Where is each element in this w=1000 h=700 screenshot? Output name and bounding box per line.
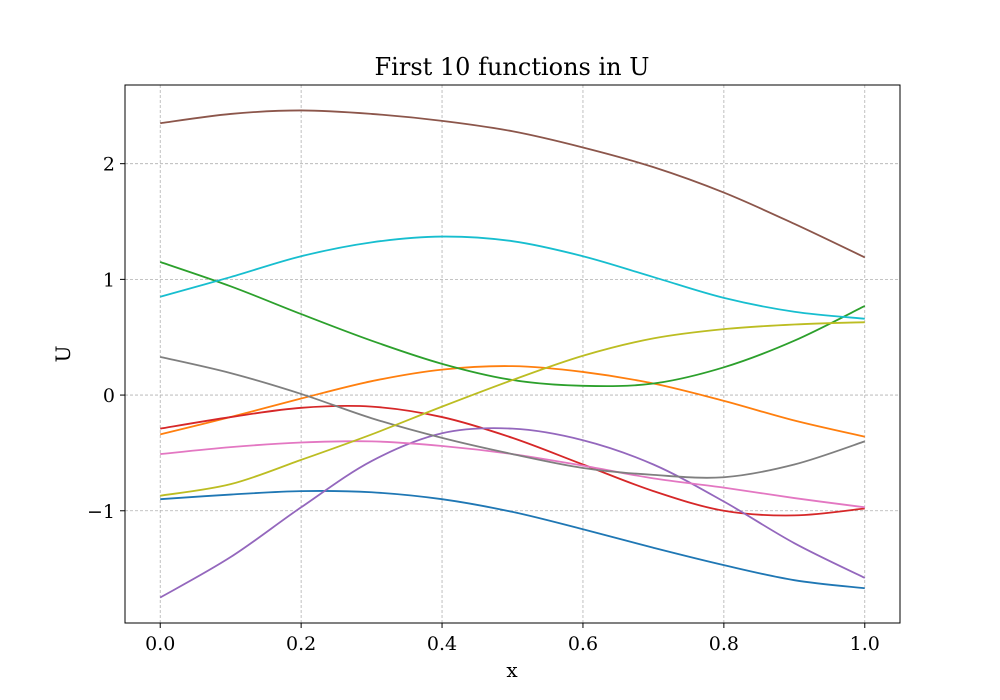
x-tick-label: 0.0 xyxy=(145,633,175,655)
series-line-6 xyxy=(160,109,866,259)
x-axis-label: x xyxy=(506,658,518,682)
y-axis-label: U xyxy=(51,346,75,363)
series-line-7 xyxy=(160,440,865,509)
series-line-2 xyxy=(160,365,865,438)
y-tick-label: 2 xyxy=(103,154,115,176)
y-tick-label: 0 xyxy=(103,385,115,407)
series-line-9 xyxy=(160,321,865,497)
x-tick-label: 0.8 xyxy=(709,633,739,655)
series-line-5 xyxy=(159,427,866,599)
x-tick-label: 0.2 xyxy=(286,633,316,655)
plot-frame xyxy=(124,84,901,624)
x-tick-label: 0.6 xyxy=(568,633,598,655)
chart-title: First 10 functions in U xyxy=(375,53,650,81)
y-tick-label: 1 xyxy=(103,269,115,291)
series-line-10 xyxy=(159,235,865,320)
series-line-1 xyxy=(160,490,865,590)
axis-ticks: 0.0 0.2 0.4 0.6 0.8 1.0 −1 0 1 2 xyxy=(87,154,880,655)
y-tick-label: −1 xyxy=(87,501,115,523)
series-line-8 xyxy=(160,356,866,479)
grid-lines xyxy=(125,85,900,623)
x-tick-label: 1.0 xyxy=(850,633,880,655)
x-tick-label: 0.4 xyxy=(427,633,457,655)
series-lines xyxy=(159,109,866,599)
series-line-4 xyxy=(160,404,865,517)
series-line-3 xyxy=(159,261,866,388)
